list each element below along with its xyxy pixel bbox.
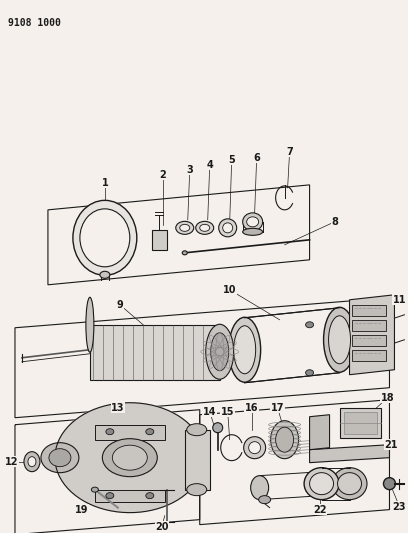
Ellipse shape bbox=[337, 473, 361, 495]
Text: 7: 7 bbox=[286, 147, 293, 157]
Ellipse shape bbox=[200, 224, 210, 231]
Ellipse shape bbox=[106, 429, 114, 435]
Ellipse shape bbox=[86, 297, 94, 352]
Ellipse shape bbox=[187, 424, 207, 435]
Ellipse shape bbox=[324, 308, 355, 372]
Ellipse shape bbox=[304, 467, 339, 499]
Ellipse shape bbox=[28, 457, 36, 467]
Ellipse shape bbox=[213, 423, 223, 433]
Ellipse shape bbox=[91, 487, 98, 492]
Bar bbox=[95, 490, 165, 502]
Ellipse shape bbox=[49, 449, 71, 467]
Text: 20: 20 bbox=[155, 522, 169, 531]
Ellipse shape bbox=[100, 271, 110, 278]
Bar bbox=[95, 425, 165, 440]
Text: 9: 9 bbox=[116, 300, 123, 310]
Ellipse shape bbox=[259, 496, 271, 504]
Text: 16: 16 bbox=[245, 403, 258, 413]
Text: 5: 5 bbox=[228, 155, 235, 165]
Ellipse shape bbox=[73, 200, 137, 276]
Ellipse shape bbox=[102, 439, 157, 477]
Ellipse shape bbox=[41, 443, 79, 473]
Ellipse shape bbox=[180, 224, 190, 231]
Ellipse shape bbox=[229, 317, 261, 382]
Ellipse shape bbox=[234, 326, 256, 374]
Ellipse shape bbox=[219, 219, 237, 237]
Bar bbox=[352, 305, 386, 316]
Polygon shape bbox=[55, 403, 205, 513]
Bar bbox=[90, 325, 220, 379]
Bar bbox=[352, 350, 386, 361]
Ellipse shape bbox=[182, 251, 187, 255]
Ellipse shape bbox=[384, 478, 395, 490]
Text: 4: 4 bbox=[206, 160, 213, 170]
Ellipse shape bbox=[206, 324, 234, 379]
Bar bbox=[344, 411, 377, 434]
Text: 23: 23 bbox=[393, 502, 406, 512]
Bar bbox=[352, 335, 386, 346]
Bar bbox=[352, 320, 386, 331]
Bar bbox=[339, 408, 381, 438]
Ellipse shape bbox=[146, 429, 154, 435]
Text: 11: 11 bbox=[393, 295, 406, 305]
Ellipse shape bbox=[306, 370, 314, 376]
Ellipse shape bbox=[196, 221, 214, 235]
Text: 6: 6 bbox=[253, 153, 260, 163]
Text: 2: 2 bbox=[160, 170, 166, 180]
Ellipse shape bbox=[244, 437, 266, 459]
Text: 17: 17 bbox=[271, 403, 284, 413]
Text: 15: 15 bbox=[221, 407, 235, 417]
Text: 13: 13 bbox=[111, 403, 124, 413]
Ellipse shape bbox=[80, 209, 130, 267]
Ellipse shape bbox=[146, 492, 154, 499]
Polygon shape bbox=[310, 445, 390, 463]
Ellipse shape bbox=[251, 475, 268, 499]
Ellipse shape bbox=[223, 223, 233, 233]
Text: 1: 1 bbox=[102, 178, 108, 188]
Text: 22: 22 bbox=[313, 505, 326, 515]
Ellipse shape bbox=[243, 213, 263, 231]
Ellipse shape bbox=[211, 333, 229, 371]
Bar bbox=[185, 430, 210, 490]
Ellipse shape bbox=[306, 322, 314, 328]
Ellipse shape bbox=[112, 445, 147, 470]
Text: 14: 14 bbox=[203, 407, 217, 417]
Text: 9108 1000: 9108 1000 bbox=[8, 18, 61, 28]
Polygon shape bbox=[350, 295, 395, 375]
Ellipse shape bbox=[271, 421, 299, 459]
Text: 18: 18 bbox=[381, 393, 394, 403]
Ellipse shape bbox=[247, 217, 259, 227]
Text: 3: 3 bbox=[186, 165, 193, 175]
Ellipse shape bbox=[176, 221, 194, 235]
Ellipse shape bbox=[187, 483, 207, 496]
Polygon shape bbox=[310, 415, 330, 450]
Ellipse shape bbox=[328, 316, 350, 364]
Bar bbox=[152, 230, 167, 250]
Ellipse shape bbox=[24, 451, 40, 472]
Ellipse shape bbox=[106, 492, 114, 499]
Ellipse shape bbox=[310, 473, 334, 495]
Ellipse shape bbox=[276, 427, 294, 452]
Ellipse shape bbox=[332, 467, 367, 499]
Ellipse shape bbox=[248, 442, 261, 454]
Text: 12: 12 bbox=[5, 457, 19, 467]
Text: 10: 10 bbox=[223, 285, 237, 295]
Text: 21: 21 bbox=[385, 440, 398, 450]
Ellipse shape bbox=[243, 228, 263, 236]
Text: 19: 19 bbox=[75, 505, 89, 515]
Text: 8: 8 bbox=[331, 217, 338, 227]
